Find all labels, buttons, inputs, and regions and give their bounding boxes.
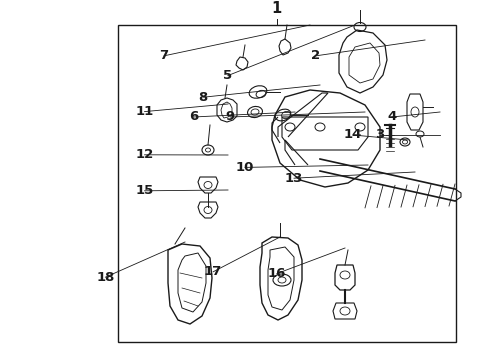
Text: 5: 5 [223, 69, 232, 82]
Text: 2: 2 [312, 49, 320, 62]
Text: 1: 1 [272, 1, 282, 16]
Text: 17: 17 [204, 265, 222, 278]
Text: 4: 4 [388, 111, 396, 123]
Text: 11: 11 [135, 105, 154, 118]
Text: 6: 6 [189, 111, 198, 123]
Text: 10: 10 [236, 161, 254, 174]
Text: 15: 15 [135, 184, 154, 197]
Text: 16: 16 [268, 267, 286, 280]
Bar [118, 25, 456, 342]
Text: 14: 14 [343, 129, 362, 141]
Text: 12: 12 [135, 148, 154, 161]
Text: 9: 9 [226, 111, 235, 123]
Text: 13: 13 [285, 172, 303, 185]
Text: 18: 18 [96, 271, 115, 284]
Text: 3: 3 [375, 129, 384, 141]
Text: 8: 8 [199, 91, 208, 104]
Text: 7: 7 [160, 49, 169, 62]
